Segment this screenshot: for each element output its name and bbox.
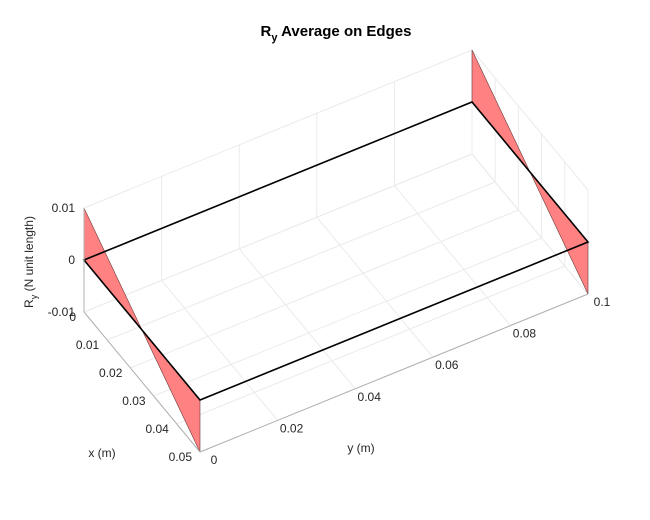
grid-line xyxy=(83,153,473,313)
y-tick-label: 0.02 xyxy=(280,421,304,435)
grid-layer xyxy=(83,49,589,453)
x-tick-label: 0.02 xyxy=(99,366,123,380)
x-tick-label: 0.03 xyxy=(122,394,146,408)
grid-line xyxy=(107,181,496,341)
grid-line xyxy=(471,49,589,191)
grid-line xyxy=(316,216,434,358)
grid-line xyxy=(153,237,542,397)
grid-line xyxy=(161,280,278,421)
y-tick-label: 0.08 xyxy=(513,327,537,341)
chart-title: Ry Average on Edges xyxy=(261,23,412,44)
z-axis-label: Ry (N unit length) xyxy=(22,216,39,308)
y-tick-label: 0.04 xyxy=(358,390,382,404)
x-axis-label: x (m) xyxy=(88,446,115,460)
x-tick-label: 0.01 xyxy=(76,338,100,352)
y-tick-label: 0 xyxy=(211,453,218,467)
y-axis-line xyxy=(199,293,589,453)
grid-line xyxy=(83,49,473,209)
x-axis-line xyxy=(83,311,201,453)
x-tick-label: 0.04 xyxy=(145,422,169,436)
plate-outline xyxy=(82,101,590,401)
y-tick-label: 0.1 xyxy=(594,295,611,309)
grid-line xyxy=(394,185,511,326)
y-axis-label: y (m) xyxy=(347,441,374,455)
grid-line xyxy=(176,265,565,425)
z-tick-label: 0.01 xyxy=(52,201,76,215)
patch-layer xyxy=(83,49,589,453)
grid-line xyxy=(238,248,356,390)
y-tick-label: 0.06 xyxy=(435,358,459,372)
plate-outline-layer xyxy=(82,101,590,401)
z-tick-label: -0.01 xyxy=(48,305,76,319)
axis-layer xyxy=(83,208,589,453)
x-tick-label: 0 xyxy=(69,310,76,324)
grid-line xyxy=(471,153,589,295)
x-tick-label: 0.05 xyxy=(169,450,193,464)
z-tick-label: 0 xyxy=(68,253,75,267)
grid-line xyxy=(130,209,519,369)
